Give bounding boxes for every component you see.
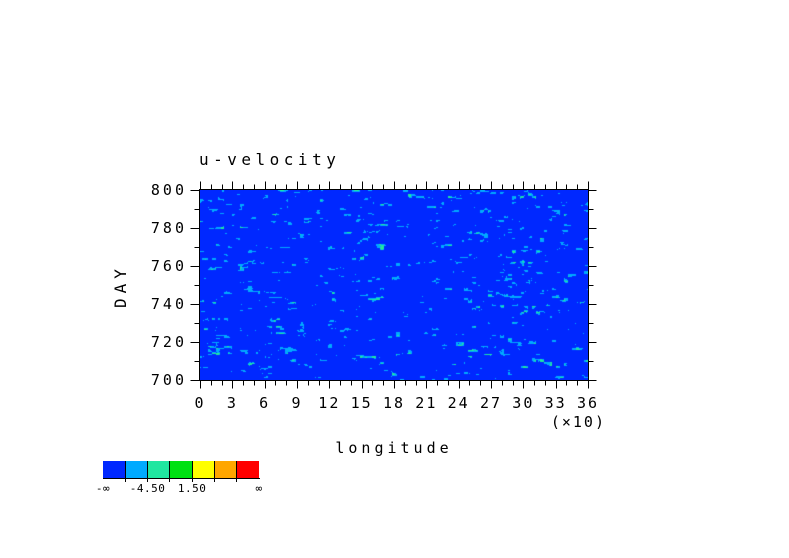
colorbar-label: 1.50 xyxy=(177,482,207,495)
x-tick-label: 12 xyxy=(318,394,341,412)
x-tick-label: 33 xyxy=(544,394,567,412)
plot-frame xyxy=(199,189,589,381)
x-tick-label: 18 xyxy=(382,394,406,412)
y-axis-title: DAY xyxy=(111,264,130,308)
heatmap-canvas xyxy=(200,190,588,380)
colorbar: -∞ -4.50 1.50 ∞ xyxy=(96,461,263,501)
x-tick-label: 9 xyxy=(291,394,303,412)
x-tick-label: 24 xyxy=(447,394,470,412)
colorbar-cell xyxy=(169,461,193,478)
x-tick-label: 30 xyxy=(512,394,535,412)
colorbar-tick xyxy=(124,461,126,482)
colorbar-label: -∞ xyxy=(95,482,111,495)
colorbar-tick xyxy=(213,461,215,482)
colorbar-tick xyxy=(147,461,149,482)
x-tick-label: 36 xyxy=(576,394,600,412)
colorbar-tick xyxy=(169,461,171,482)
y-tick-label: 720 xyxy=(150,333,187,351)
x-tick-label: 21 xyxy=(415,394,438,412)
y-tick-label: 700 xyxy=(150,371,187,389)
axes-frame xyxy=(190,181,597,389)
colorbar-tick xyxy=(191,461,193,482)
colorbar-cell xyxy=(103,461,126,478)
chart-title: u-velocity xyxy=(199,150,341,169)
y-tick-label: 800 xyxy=(150,181,187,199)
x-tick-label: 15 xyxy=(350,394,373,412)
x-tick-label: 3 xyxy=(226,394,238,412)
y-tick-label: 740 xyxy=(150,295,187,313)
x-tick-label: 0 xyxy=(194,394,206,412)
colorbar-cell xyxy=(147,461,170,478)
colorbar-cell xyxy=(192,461,215,478)
colorbar-label: ∞ xyxy=(255,482,263,495)
colorbar-cell xyxy=(214,461,237,478)
colorbar-cell xyxy=(236,461,259,478)
y-tick-label: 760 xyxy=(150,257,187,275)
y-tick-label: 780 xyxy=(150,219,187,237)
colorbar-label: -4.50 xyxy=(129,482,166,495)
x-scale-note: (×10) xyxy=(550,413,606,431)
x-tick-label: 6 xyxy=(259,394,271,412)
colorbar-cell xyxy=(125,461,148,478)
x-axis-title: longitude xyxy=(335,439,453,457)
colorbar-baseline xyxy=(103,478,260,479)
colorbar-tick xyxy=(236,461,238,482)
x-tick-label: 27 xyxy=(479,394,503,412)
